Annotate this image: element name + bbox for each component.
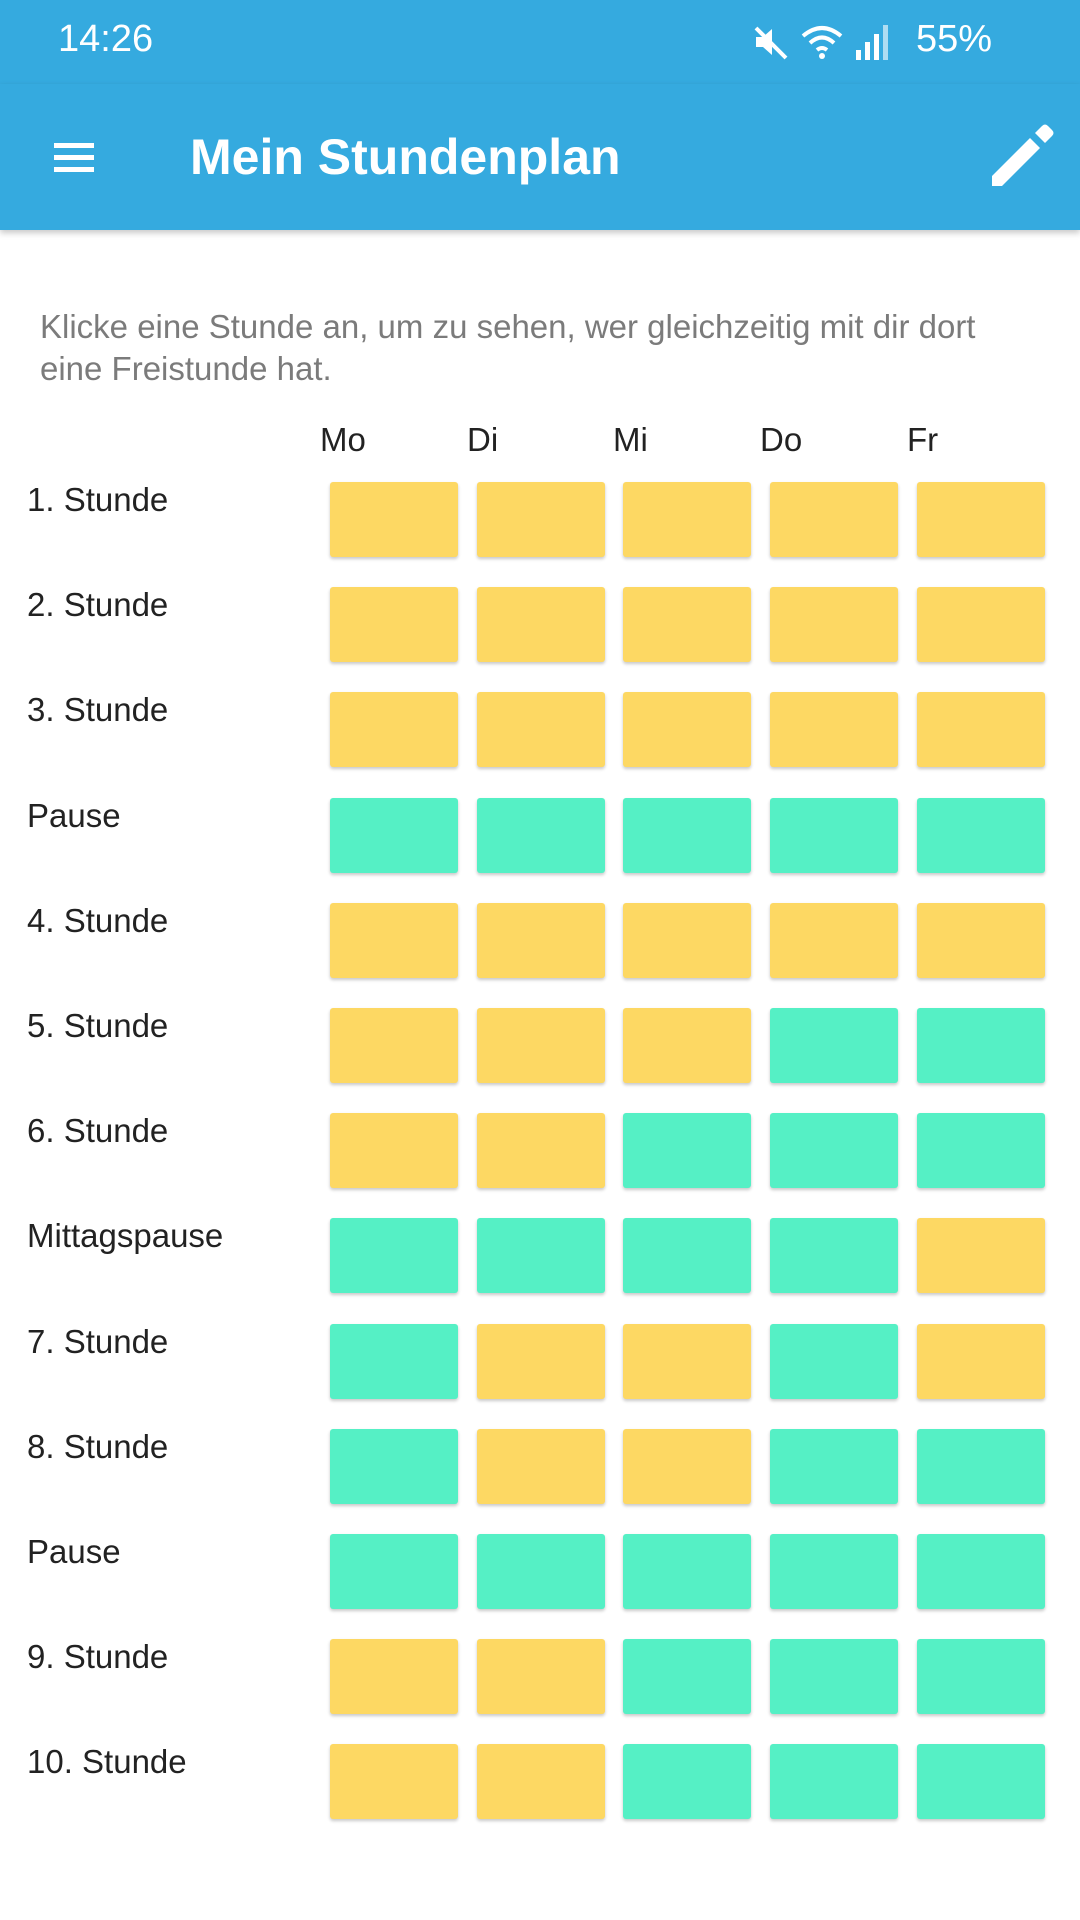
timetable-cell[interactable] xyxy=(477,692,605,768)
row-label: 8. Stunde xyxy=(27,1427,169,1465)
row-label: Mittagspause xyxy=(27,1217,224,1255)
timetable-cell[interactable] xyxy=(477,1113,605,1189)
timetable-cell[interactable] xyxy=(330,1639,458,1715)
timetable-cell[interactable] xyxy=(623,1323,751,1399)
mute-icon xyxy=(754,26,788,60)
timetable-cell[interactable] xyxy=(917,1113,1045,1189)
timetable-cell[interactable] xyxy=(330,587,458,663)
timetable-cell[interactable] xyxy=(917,1323,1045,1399)
status-icons: 55% xyxy=(750,16,1080,70)
timetable-cell[interactable] xyxy=(330,1534,458,1609)
timetable-cell[interactable] xyxy=(623,1428,751,1504)
timetable-cell[interactable] xyxy=(330,1218,458,1294)
timetable-cell[interactable] xyxy=(917,1534,1045,1609)
timetable-cell[interactable] xyxy=(477,482,605,557)
day-header-fr: Fr xyxy=(907,421,939,458)
timetable-cell[interactable] xyxy=(917,1428,1045,1504)
timetable-cell[interactable] xyxy=(477,1008,605,1083)
app-bar: Mein Stundenplan xyxy=(0,84,1080,230)
row-label: 5. Stunde xyxy=(27,1007,169,1044)
timetable-cell[interactable] xyxy=(917,797,1045,873)
timetable-cell[interactable] xyxy=(330,797,458,873)
row-label: 4. Stunde xyxy=(27,901,169,939)
timetable-cell[interactable] xyxy=(477,1323,605,1399)
timetable-cell[interactable] xyxy=(477,1428,605,1504)
timetable-cell[interactable] xyxy=(917,1008,1045,1083)
timetable-cell[interactable] xyxy=(917,1639,1045,1715)
timetable-cell[interactable] xyxy=(770,692,898,768)
menu-button[interactable] xyxy=(40,126,108,190)
day-header-mi: Mi xyxy=(613,421,648,458)
timetable-cell[interactable] xyxy=(623,902,751,978)
row-label: 1. Stunde xyxy=(27,481,169,518)
timetable-cell[interactable] xyxy=(623,797,751,873)
timetable-cell[interactable] xyxy=(330,1428,458,1504)
timetable-cell[interactable] xyxy=(330,1744,458,1820)
timetable-cell[interactable] xyxy=(770,1008,898,1083)
timetable-cell[interactable] xyxy=(770,1113,898,1189)
edit-button[interactable] xyxy=(980,116,1062,198)
timetable-cell[interactable] xyxy=(477,1218,605,1294)
status-bar: 14:26 55% xyxy=(0,0,1080,84)
row-label: 7. Stunde xyxy=(27,1322,169,1360)
row-label: Pause xyxy=(27,1533,121,1570)
timetable-cell[interactable] xyxy=(770,797,898,873)
day-header-mo: Mo xyxy=(320,421,366,458)
battery-level: 55% xyxy=(915,18,992,60)
timetable-cell[interactable] xyxy=(770,1534,898,1609)
row-label: Pause xyxy=(27,796,121,834)
status-time: 14:26 xyxy=(58,18,154,60)
row-label: 3. Stunde xyxy=(27,691,169,729)
timetable-cell[interactable] xyxy=(770,1428,898,1504)
timetable-cell[interactable] xyxy=(917,482,1045,557)
timetable-cell[interactable] xyxy=(330,1323,458,1399)
timetable-cell[interactable] xyxy=(330,692,458,768)
timetable-cell[interactable] xyxy=(477,797,605,873)
row-label: 6. Stunde xyxy=(27,1112,169,1150)
timetable-cell[interactable] xyxy=(477,587,605,663)
timetable-cell[interactable] xyxy=(477,1744,605,1820)
timetable-cell[interactable] xyxy=(917,902,1045,978)
day-header-di: Di xyxy=(467,421,499,458)
timetable-cell[interactable] xyxy=(917,1218,1045,1294)
signal-icon xyxy=(856,25,888,60)
timetable-cell[interactable] xyxy=(330,1113,458,1189)
timetable-cell[interactable] xyxy=(770,1218,898,1294)
timetable-cell[interactable] xyxy=(770,1744,898,1820)
timetable-cell[interactable] xyxy=(623,692,751,768)
instructions-text: Klicke eine Stunde an, um zu sehen, wer … xyxy=(40,308,976,387)
timetable-cell[interactable] xyxy=(770,1639,898,1715)
edit-icon xyxy=(992,124,1054,186)
timetable-cell[interactable] xyxy=(917,692,1045,768)
timetable-cell[interactable] xyxy=(770,902,898,978)
timetable-cell[interactable] xyxy=(623,1113,751,1189)
timetable-cell[interactable] xyxy=(917,587,1045,663)
timetable-cell[interactable] xyxy=(917,1744,1045,1820)
timetable-cell[interactable] xyxy=(770,587,898,663)
timetable-cell[interactable] xyxy=(623,1744,751,1820)
timetable-cell[interactable] xyxy=(623,482,751,557)
timetable-cell[interactable] xyxy=(330,1008,458,1083)
day-header-do: Do xyxy=(760,421,803,458)
timetable-cell[interactable] xyxy=(623,1008,751,1083)
timetable-cell[interactable] xyxy=(477,1534,605,1609)
timetable-cell[interactable] xyxy=(330,902,458,978)
timetable-cell[interactable] xyxy=(623,1218,751,1294)
menu-icon xyxy=(54,143,94,172)
row-label: 10. Stunde xyxy=(27,1743,187,1781)
timetable-cell[interactable] xyxy=(770,1323,898,1399)
timetable-cell[interactable] xyxy=(330,482,458,557)
row-label: 9. Stunde xyxy=(27,1638,169,1676)
timetable-cell[interactable] xyxy=(623,1639,751,1715)
timetable-cell[interactable] xyxy=(623,587,751,663)
timetable-cell[interactable] xyxy=(623,1534,751,1609)
timetable-cell[interactable] xyxy=(770,482,898,557)
timetable-cell[interactable] xyxy=(477,902,605,978)
row-label: 2. Stunde xyxy=(27,586,169,624)
wifi-icon xyxy=(801,26,843,59)
timetable-cell[interactable] xyxy=(477,1639,605,1715)
page-title: Mein Stundenplan xyxy=(190,129,621,185)
